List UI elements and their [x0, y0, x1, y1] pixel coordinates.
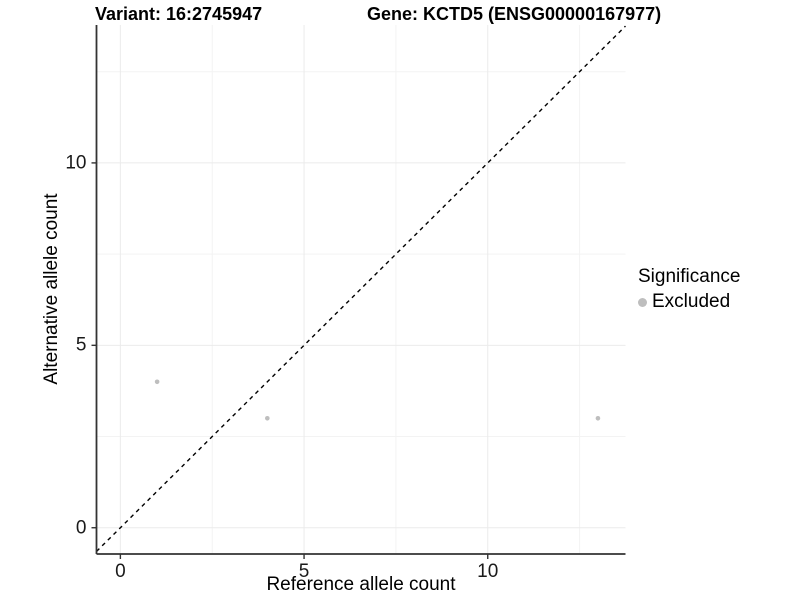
- x-tick-label: 5: [298, 561, 310, 582]
- x-axis-title: Reference allele count: [266, 574, 456, 595]
- data-point: [265, 415, 270, 421]
- data-point: [595, 415, 601, 421]
- legend-item-excluded: Excluded: [638, 291, 740, 313]
- x-tick-label: 0: [115, 561, 126, 582]
- y-tick-label: 10: [65, 152, 87, 174]
- y-axis-title: Alternative allele count: [41, 193, 62, 385]
- x-tick-label: 10: [477, 561, 499, 582]
- legend-title: Significance: [638, 266, 741, 287]
- legend-item-label: Excluded: [652, 291, 731, 312]
- y-tick-label: 5: [75, 334, 87, 356]
- identity-line: [96, 25, 626, 552]
- y-tick-label: 0: [75, 517, 87, 539]
- plot-title-gene: Gene: KCTD5 (ENSG00000167977): [367, 4, 662, 24]
- data-point: [154, 379, 160, 385]
- legend: Significance Excluded: [638, 266, 740, 313]
- excluded-point-icon: [638, 297, 647, 307]
- plot-title-variant: Variant: 16:2745947: [95, 4, 263, 24]
